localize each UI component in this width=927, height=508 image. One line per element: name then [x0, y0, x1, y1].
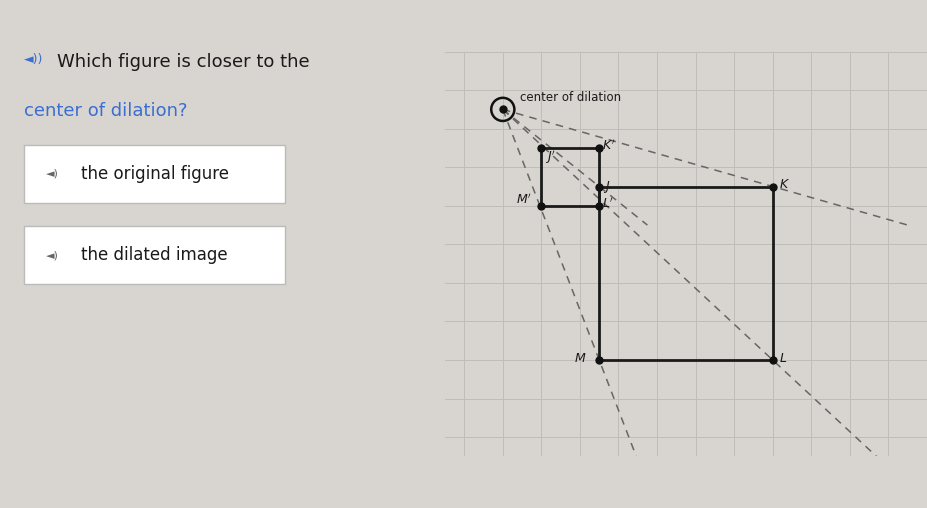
Text: the dilated image: the dilated image	[81, 246, 227, 264]
Text: ◄): ◄)	[45, 250, 58, 260]
Text: $M$: $M$	[574, 352, 587, 365]
Text: $K'$: $K'$	[603, 138, 616, 153]
Text: center of dilation?: center of dilation?	[24, 102, 187, 119]
Text: Which figure is closer to the: Which figure is closer to the	[57, 53, 310, 71]
Text: $L'$: $L'$	[603, 196, 615, 211]
Text: $L$: $L$	[779, 352, 787, 365]
FancyBboxPatch shape	[24, 226, 286, 284]
Text: $J$: $J$	[603, 179, 611, 195]
Text: $M'$: $M'$	[516, 193, 532, 207]
Text: $K$: $K$	[779, 178, 790, 192]
FancyBboxPatch shape	[24, 145, 286, 203]
Text: ◄)): ◄))	[24, 53, 44, 67]
Text: $J'$: $J'$	[545, 149, 556, 167]
Text: the original figure: the original figure	[81, 165, 229, 183]
Text: ◄): ◄)	[45, 169, 58, 179]
Text: center of dilation: center of dilation	[520, 90, 621, 104]
